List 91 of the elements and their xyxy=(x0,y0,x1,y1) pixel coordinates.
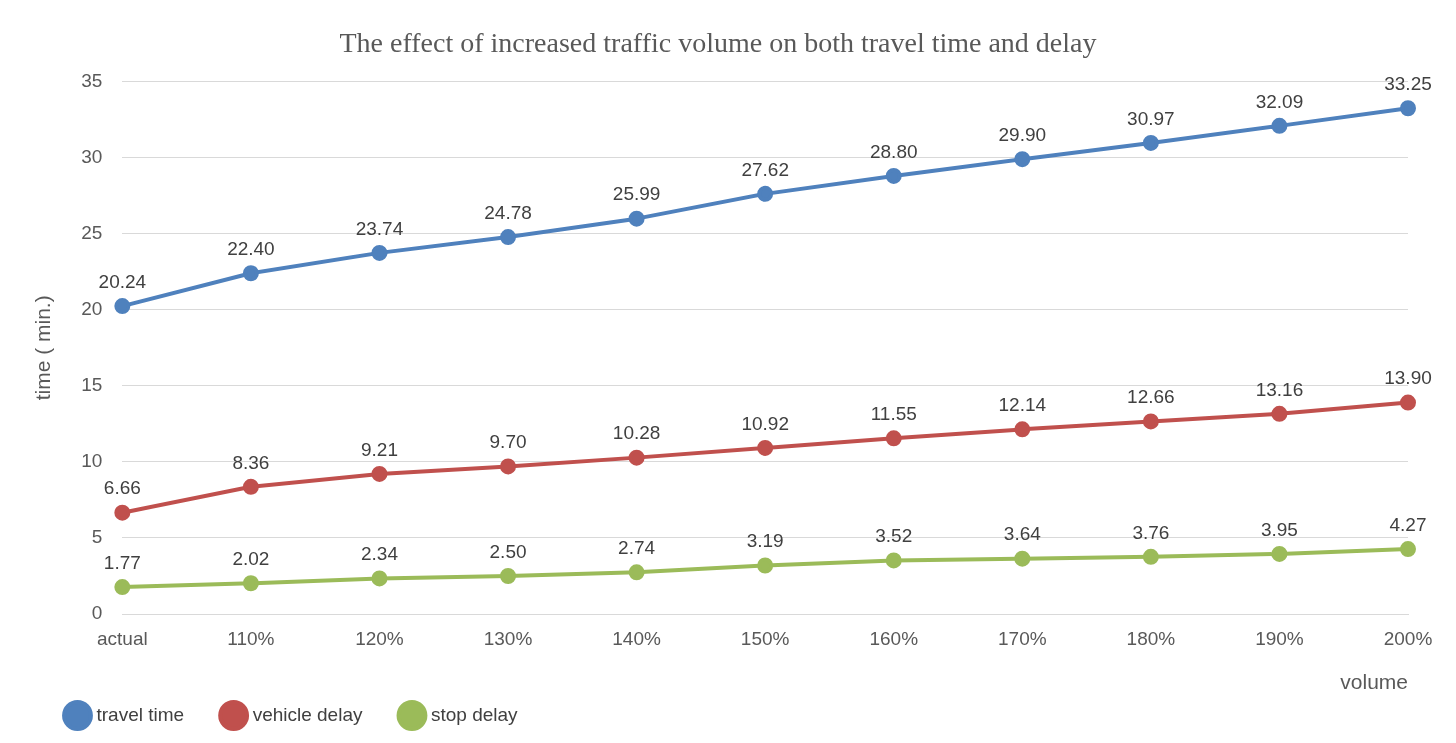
data-label: 2.02 xyxy=(232,548,270,570)
point xyxy=(500,229,517,246)
point xyxy=(628,449,645,466)
point xyxy=(371,244,388,261)
point xyxy=(1142,134,1159,151)
x-tick-label: actual xyxy=(96,627,148,649)
data-label: 20.24 xyxy=(98,270,147,292)
point xyxy=(1014,151,1031,168)
point xyxy=(1400,541,1416,558)
data-label: 8.36 xyxy=(232,451,270,473)
x-tick-label: 120% xyxy=(355,627,404,649)
x-tick-label: 150% xyxy=(740,627,790,649)
point xyxy=(1271,405,1288,422)
data-label: 11.55 xyxy=(870,403,917,425)
point xyxy=(757,439,774,456)
legend-label: vehicle delay xyxy=(252,703,363,725)
point xyxy=(1400,100,1416,117)
y-tick-label: 25 xyxy=(81,221,103,243)
data-label: 3.76 xyxy=(1132,521,1170,543)
x-tick-label: 130% xyxy=(483,627,533,649)
point xyxy=(371,465,388,482)
point xyxy=(114,298,131,315)
data-label: 28.80 xyxy=(869,140,918,162)
x-tick-label: 110% xyxy=(227,627,275,649)
data-label: 32.09 xyxy=(1255,90,1304,112)
point xyxy=(114,504,131,521)
point xyxy=(242,575,259,592)
data-label: 27.62 xyxy=(741,158,789,180)
point xyxy=(885,167,902,184)
data-label: 23.74 xyxy=(355,217,404,239)
point xyxy=(1271,117,1288,134)
point xyxy=(757,185,774,202)
data-label: 2.74 xyxy=(618,537,656,559)
y-axis-title: time ( min.) xyxy=(31,295,55,401)
data-label: 13.90 xyxy=(1384,367,1432,389)
point xyxy=(757,557,774,574)
point xyxy=(500,567,517,584)
data-label: 22.40 xyxy=(227,238,275,259)
point xyxy=(628,210,645,227)
point xyxy=(628,564,645,581)
y-tick-label: 0 xyxy=(91,602,103,624)
data-label: 12.14 xyxy=(998,394,1047,416)
data-label: 30.97 xyxy=(1127,107,1175,129)
data-label: 1.77 xyxy=(103,551,141,573)
data-label: 6.66 xyxy=(103,477,141,499)
point xyxy=(1271,545,1288,562)
data-label: 13.16 xyxy=(1255,378,1304,400)
point xyxy=(242,478,259,495)
point xyxy=(371,570,388,587)
chart-title: The effect of increased traffic volume on both travel time and delay xyxy=(339,27,1097,59)
x-tick-label: 180% xyxy=(1126,627,1176,649)
y-tick-label: 20 xyxy=(81,298,103,320)
point xyxy=(1014,421,1031,438)
x-axis-title: volume xyxy=(1340,670,1408,694)
point xyxy=(114,579,131,596)
point xyxy=(885,430,902,447)
y-tick-label: 15 xyxy=(81,374,103,396)
y-tick-label: 35 xyxy=(81,69,103,91)
data-label: 10.28 xyxy=(612,422,661,444)
x-tick-label: 160% xyxy=(869,627,919,649)
data-label: 9.21 xyxy=(360,438,398,460)
data-label: 10.92 xyxy=(741,412,789,434)
data-label: 2.34 xyxy=(360,543,399,565)
data-label: 2.50 xyxy=(489,540,527,562)
data-label: 29.90 xyxy=(998,123,1047,145)
y-tick-label: 10 xyxy=(81,450,103,472)
point xyxy=(1400,394,1416,411)
data-label: 3.95 xyxy=(1260,518,1298,540)
point xyxy=(500,458,517,475)
legend-label: stop delay xyxy=(430,703,519,725)
y-tick-label: 30 xyxy=(81,145,103,167)
data-label: 3.64 xyxy=(1003,523,1042,545)
y-tick-label: 5 xyxy=(91,526,103,548)
point xyxy=(885,552,902,569)
data-label: 12.66 xyxy=(1127,386,1175,408)
data-label: 33.25 xyxy=(1384,72,1432,94)
point xyxy=(242,265,259,282)
point xyxy=(1142,548,1159,565)
data-label: 25.99 xyxy=(612,183,661,205)
x-tick-label: 200% xyxy=(1383,627,1433,649)
legend-label: travel time xyxy=(96,703,185,725)
x-tick-label: 190% xyxy=(1255,627,1304,649)
data-label: 3.52 xyxy=(875,525,913,547)
data-label: 9.70 xyxy=(489,431,527,453)
x-tick-label: 140% xyxy=(612,627,661,649)
data-label: 3.19 xyxy=(746,530,784,552)
data-label: 24.78 xyxy=(484,201,532,223)
data-label: 4.27 xyxy=(1389,513,1427,535)
x-tick-label: 170% xyxy=(998,627,1047,649)
point xyxy=(1142,413,1159,430)
point xyxy=(1014,550,1031,567)
